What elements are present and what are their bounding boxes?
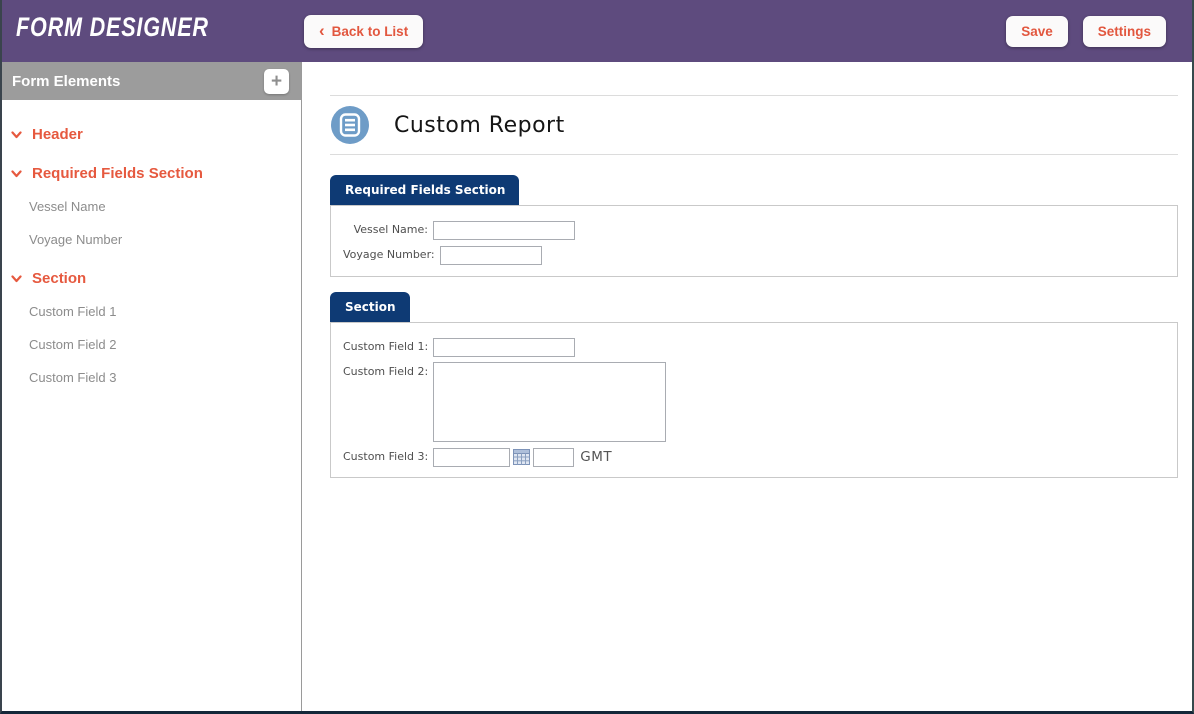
tree-item-label: Custom Field 3	[29, 370, 117, 385]
save-button[interactable]: Save	[1006, 16, 1068, 47]
custom-field-3-time-input[interactable]	[533, 447, 575, 467]
sidebar-header: Form Elements +	[2, 62, 301, 100]
vessel-name-input[interactable]	[433, 220, 575, 240]
vessel-name-label: Vessel Name:	[353, 223, 428, 236]
app-title: FORM DESIGNER	[16, 12, 209, 42]
calendar-icon	[513, 449, 531, 465]
form-preview-area: Custom Report Required Fields Section Ve…	[303, 62, 1192, 711]
gmt-suffix-label: GMT	[580, 449, 613, 465]
required-fields-panel: Vessel Name: Voyage Number:	[330, 205, 1178, 277]
tree-item-label: Custom Field 1	[29, 304, 117, 319]
voyage-number-input[interactable]	[439, 245, 542, 265]
custom-field-3-date-input[interactable]	[433, 447, 511, 467]
tree-item-custom-field-2[interactable]: Custom Field 2	[2, 328, 301, 361]
document-list-icon	[331, 106, 369, 144]
custom-section-panel: Custom Field 1: Custom Field 2: Custom F…	[330, 322, 1178, 478]
tree-item-custom-field-3[interactable]: Custom Field 3	[2, 361, 301, 394]
custom-field-2-textarea[interactable]	[433, 362, 667, 442]
chevron-down-icon	[11, 130, 22, 139]
tree-item-custom-field-1[interactable]: Custom Field 1	[2, 295, 301, 328]
top-bar-actions: Save Settings	[1006, 16, 1166, 47]
form-title-block: Custom Report	[330, 95, 1178, 155]
tab-section[interactable]: Section	[330, 292, 410, 322]
form-elements-sidebar: Form Elements + Header Required Fields S…	[2, 62, 302, 711]
calendar-picker-button[interactable]	[513, 449, 531, 465]
back-to-list-button[interactable]: ‹ Back to List	[304, 15, 424, 48]
sidebar-title: Form Elements	[12, 72, 121, 90]
tree-item-label: Vessel Name	[29, 199, 106, 214]
tree-item-section[interactable]: Section	[2, 262, 301, 295]
top-bar: FORM DESIGNER ‹ Back to List Save Settin…	[2, 0, 1192, 62]
tree-item-required-fields-section[interactable]: Required Fields Section	[2, 157, 301, 190]
tree-item-label: Voyage Number	[29, 232, 123, 247]
tree-item-voyage-number[interactable]: Voyage Number	[2, 223, 301, 256]
section-required-fields: Required Fields Section Vessel Name: Voy…	[330, 175, 1178, 277]
field-row-custom-field-3: Custom Field 3:	[343, 447, 1177, 467]
tree-item-header[interactable]: Header	[2, 118, 301, 151]
field-row-custom-field-2: Custom Field 2:	[343, 362, 1177, 442]
back-to-list-label: Back to List	[331, 24, 409, 39]
section-custom: Section Custom Field 1: Custom Field 2: …	[330, 292, 1178, 478]
chevron-left-icon: ‹	[319, 21, 325, 40]
custom-field-1-label: Custom Field 1:	[343, 340, 429, 353]
settings-button[interactable]: Settings	[1082, 16, 1166, 47]
form-elements-tree: Header Required Fields Section Vessel Na…	[2, 100, 301, 394]
tree-item-label: Header	[32, 126, 83, 143]
field-row-voyage-number: Voyage Number:	[343, 245, 1177, 265]
field-row-vessel-name: Vessel Name:	[343, 220, 1177, 240]
chevron-down-icon	[11, 169, 22, 178]
tab-required-fields-section[interactable]: Required Fields Section	[330, 175, 520, 205]
tree-item-label: Required Fields Section	[32, 165, 203, 182]
form-title: Custom Report	[394, 112, 565, 138]
chevron-down-icon	[11, 274, 22, 283]
voyage-number-label: Voyage Number:	[343, 248, 435, 261]
custom-field-1-input[interactable]	[433, 337, 576, 357]
custom-field-3-label: Custom Field 3:	[343, 450, 429, 463]
tree-item-label: Custom Field 2	[29, 337, 117, 352]
custom-field-2-label: Custom Field 2:	[343, 365, 429, 378]
field-row-custom-field-1: Custom Field 1:	[343, 337, 1177, 357]
add-element-button[interactable]: +	[264, 68, 289, 94]
tree-item-vessel-name[interactable]: Vessel Name	[2, 190, 301, 223]
tree-item-label: Section	[32, 270, 87, 287]
